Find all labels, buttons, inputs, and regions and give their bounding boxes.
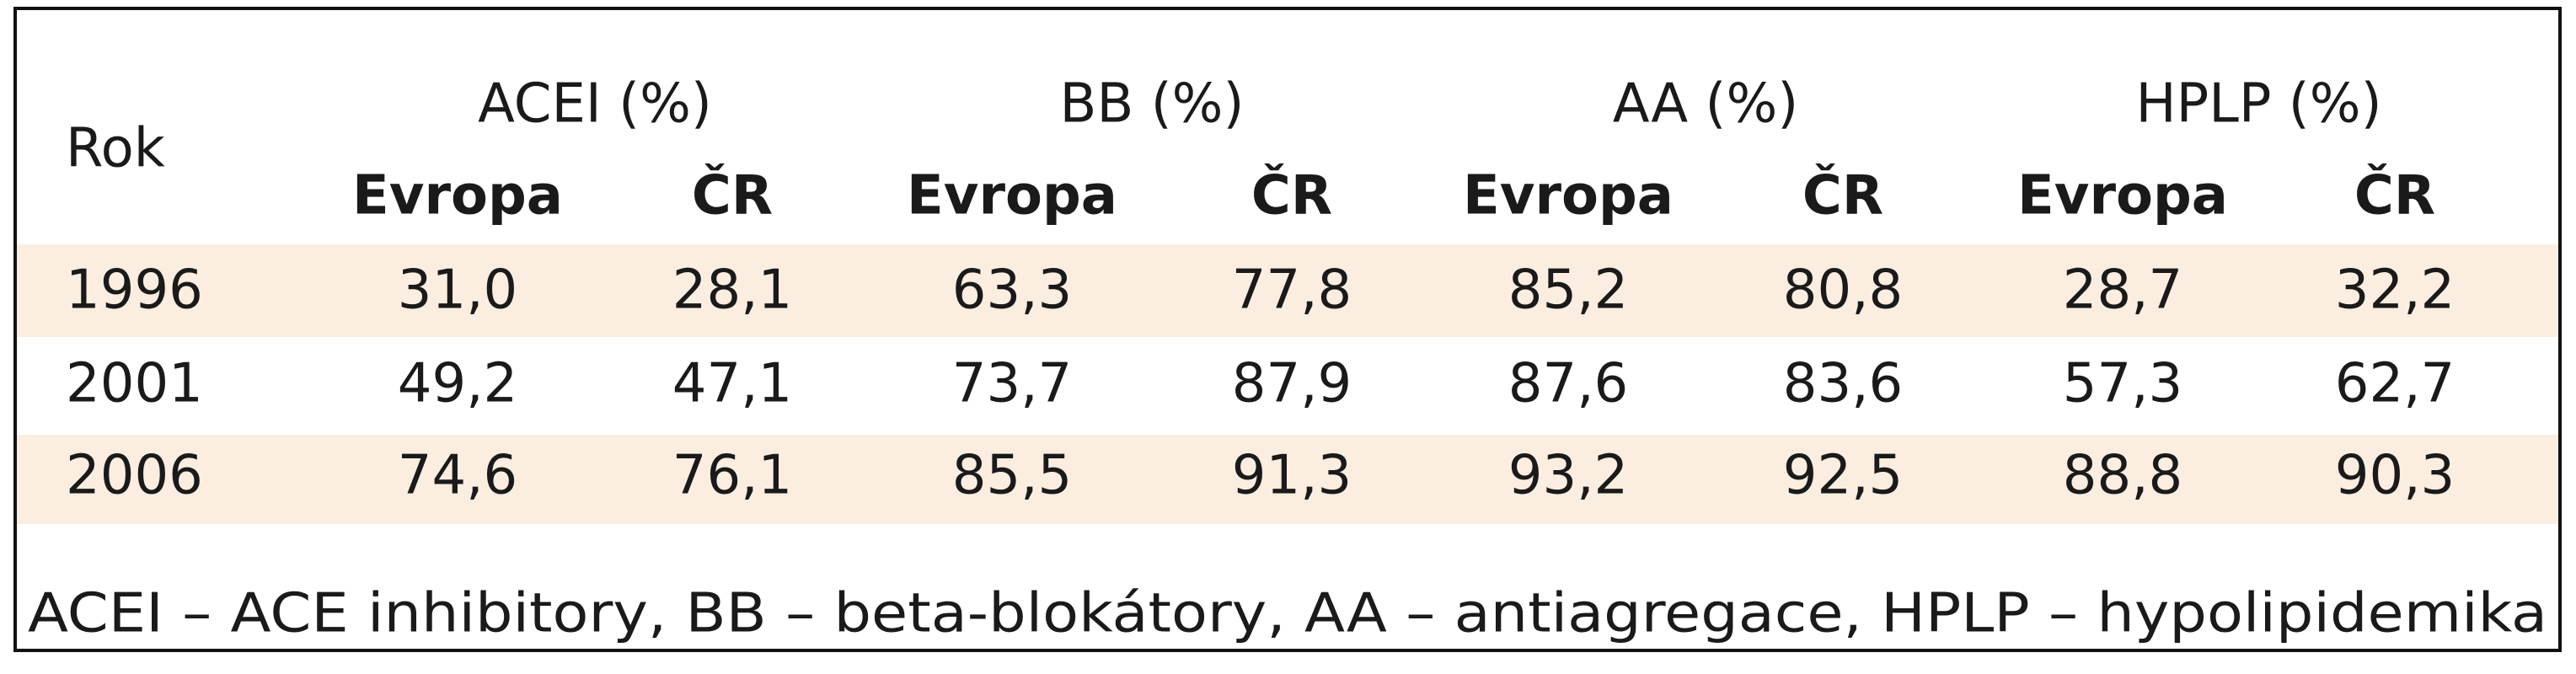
year-cell: 1996: [66, 259, 203, 322]
value-cell: 28,1: [672, 259, 793, 322]
value-cell: 28,7: [2063, 259, 2183, 322]
value-cell: 83,6: [1783, 353, 1904, 415]
value-cell: 49,2: [398, 353, 518, 415]
sub-header: ČR: [1802, 163, 1883, 227]
value-cell: 80,8: [1783, 259, 1904, 322]
group-header: AA (%): [1613, 73, 1798, 136]
value-cell: 87,9: [1232, 353, 1352, 415]
year-cell: 2001: [66, 353, 203, 415]
sub-header: Evropa: [1463, 165, 1674, 227]
value-cell: 73,7: [952, 353, 1073, 415]
value-cell: 74,6: [398, 445, 518, 507]
footnote: ACEI – ACE inhibitory, BB – beta-blokáto…: [28, 583, 2547, 645]
corner-header: Rok: [66, 118, 165, 180]
sub-header: Evropa: [2017, 165, 2228, 227]
value-cell: 63,3: [952, 259, 1073, 322]
value-cell: 31,0: [398, 259, 518, 322]
row-band: [17, 435, 2558, 524]
value-cell: 91,3: [1232, 445, 1352, 507]
value-cell: 32,2: [2335, 259, 2456, 322]
value-cell: 90,3: [2335, 445, 2456, 507]
sub-header: Evropa: [907, 165, 1117, 227]
value-cell: 76,1: [672, 445, 793, 507]
value-cell: 57,3: [2063, 353, 2183, 415]
group-header: HPLP (%): [2135, 73, 2381, 136]
sub-header: ČR: [2354, 163, 2435, 227]
year-cell: 2006: [66, 445, 203, 507]
value-cell: 85,5: [952, 445, 1073, 507]
value-cell: 77,8: [1232, 259, 1352, 322]
group-header: BB (%): [1060, 73, 1245, 136]
value-cell: 93,2: [1508, 445, 1629, 507]
sub-header: ČR: [692, 163, 773, 227]
sub-header: ČR: [1251, 163, 1332, 227]
value-cell: 88,8: [2063, 445, 2183, 507]
value-cell: 62,7: [2335, 353, 2456, 415]
value-cell: 85,2: [1508, 259, 1629, 322]
row-band: [17, 244, 2558, 337]
sub-header: Evropa: [352, 165, 563, 227]
value-cell: 92,5: [1783, 445, 1904, 507]
group-header: ACEI (%): [478, 73, 712, 136]
value-cell: 87,6: [1508, 353, 1629, 415]
value-cell: 47,1: [672, 353, 793, 415]
